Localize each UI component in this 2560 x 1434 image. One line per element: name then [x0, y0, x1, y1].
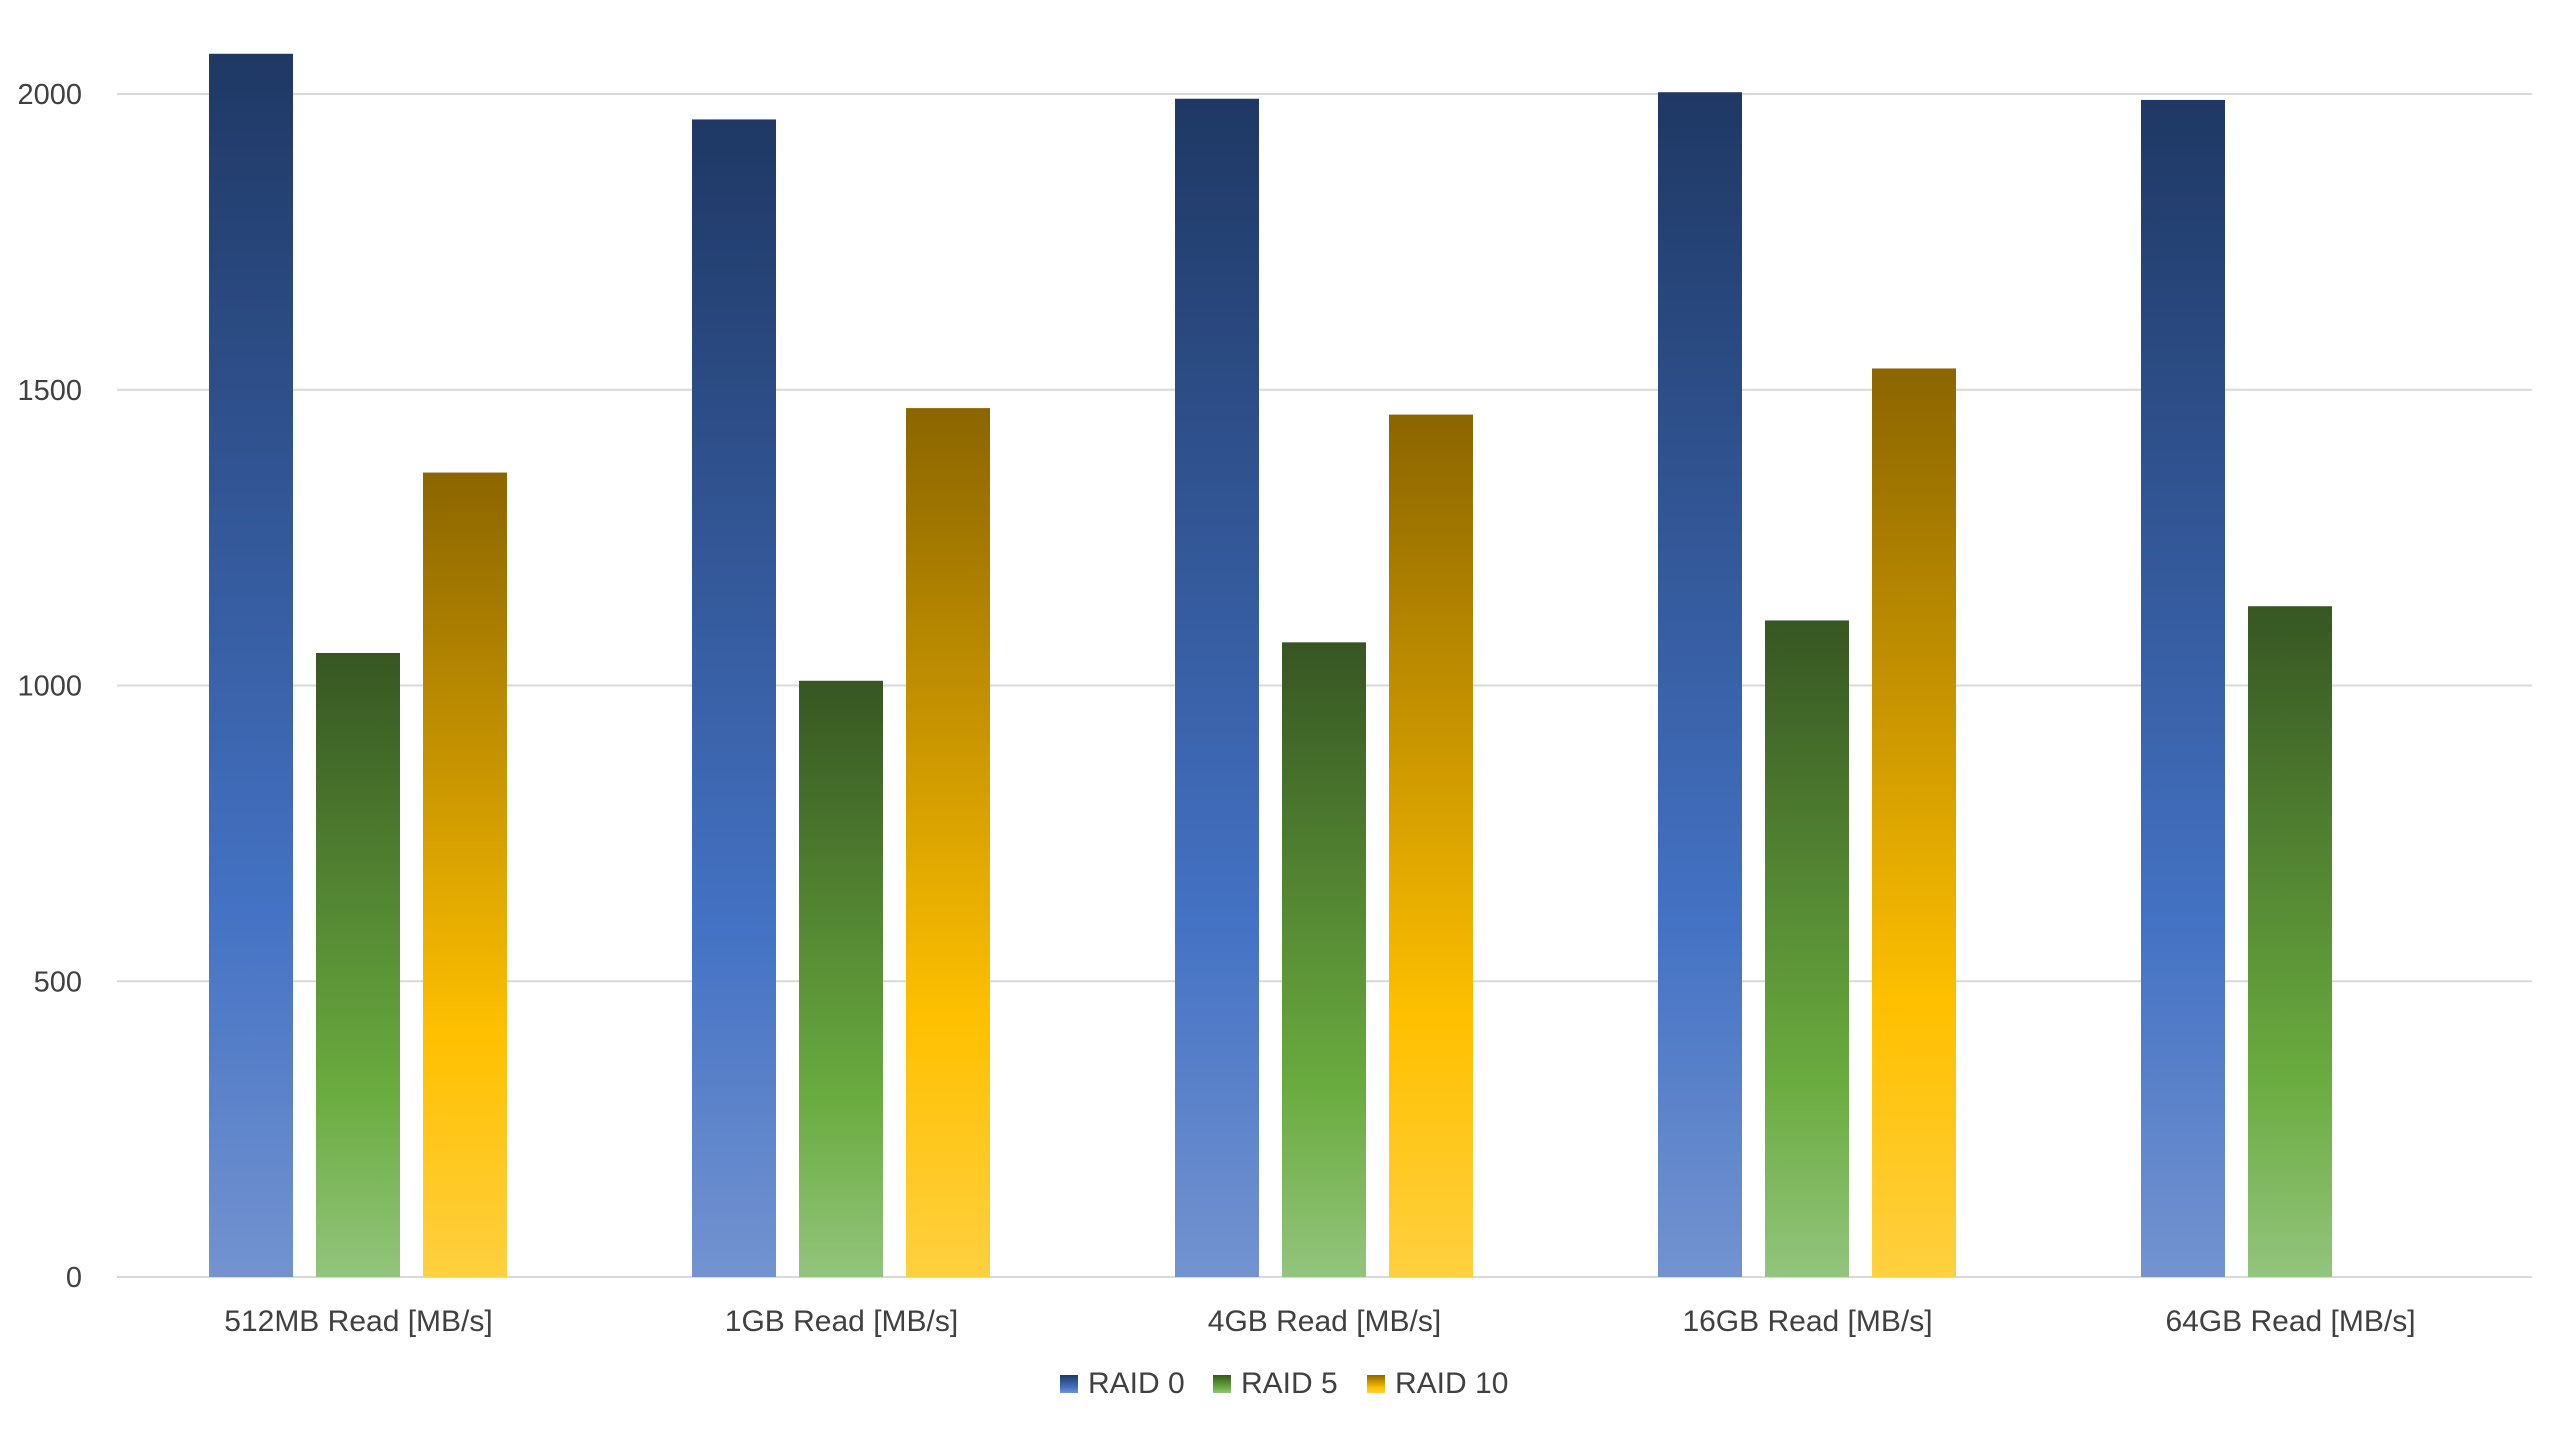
bar-raid-10: [906, 408, 990, 1277]
bar-raid-0: [2141, 99, 2225, 1277]
x-category-label: 64GB Read [MB/s]: [2165, 1305, 2415, 1338]
x-category-label: 4GB Read [MB/s]: [1208, 1305, 1441, 1338]
legend-swatch: [1367, 1375, 1385, 1393]
bar-raid-10: [1389, 414, 1473, 1277]
bar-raid-0: [692, 119, 776, 1278]
bar-raid-5: [799, 680, 883, 1277]
legend: RAID 0 RAID 5 RAID 10: [1060, 1367, 1508, 1400]
x-category-label: 512MB Read [MB/s]: [224, 1305, 492, 1338]
x-axis-category-labels: 512MB Read [MB/s] 1GB Read [MB/s] 4GB Read…: [224, 1305, 2415, 1338]
y-tick-label: 1500: [17, 375, 82, 407]
y-tick-label: 1000: [17, 671, 82, 703]
bar-raid-5: [2248, 606, 2332, 1277]
x-category-label: 16GB Read [MB/s]: [1682, 1305, 1932, 1338]
legend-swatch: [1213, 1375, 1231, 1393]
y-axis-tick-labels: 0 500 1000 1500 2000: [17, 79, 82, 1294]
bar-raid-10: [1872, 368, 1956, 1277]
bar-raid-5: [316, 652, 400, 1277]
legend-label: RAID 0: [1088, 1367, 1185, 1400]
bar-raid-0: [1175, 98, 1259, 1277]
bar-raid-5: [1282, 642, 1366, 1277]
y-tick-label: 500: [34, 966, 82, 998]
y-tick-label: 0: [66, 1262, 82, 1294]
x-category-label: 1GB Read [MB/s]: [725, 1305, 958, 1338]
bar-raid-0: [209, 53, 293, 1278]
bars: [209, 53, 2332, 1278]
bar-raid-0: [1658, 92, 1742, 1278]
bar-raid-5: [1765, 620, 1849, 1277]
bar-raid-10: [423, 472, 507, 1277]
legend-label: RAID 5: [1241, 1367, 1338, 1400]
legend-swatch: [1060, 1375, 1078, 1393]
legend-label: RAID 10: [1395, 1367, 1508, 1400]
y-tick-label: 2000: [17, 79, 82, 111]
